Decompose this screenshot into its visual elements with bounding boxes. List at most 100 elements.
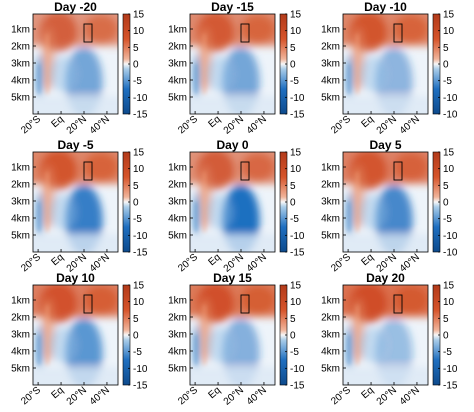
ytick-label: 3km [11, 197, 30, 208]
xtick-label: 40°N [398, 114, 422, 137]
colorbar-tick-label: 10 [133, 164, 145, 175]
ytick-label: 3km [11, 330, 30, 341]
xtick-label: 20°S [176, 114, 200, 137]
xtick-label: Eq [50, 114, 66, 130]
colorbar-tick-label: 5 [290, 314, 296, 325]
xtick-label: Eq [50, 385, 66, 401]
region-box-2 [240, 23, 250, 43]
ytick-label: 2km [168, 180, 187, 191]
colorbar-tick-label: 15 [443, 281, 455, 292]
colorbar-tick-label: -5 [443, 214, 452, 225]
xtick-label: 20°S [176, 385, 200, 408]
colorbar-tick-label: 0 [133, 60, 139, 71]
colorbar-tick-label: 15 [443, 10, 455, 21]
colorbar-tick-label: -10 [443, 248, 458, 259]
ytick-label: 4km [168, 76, 187, 87]
colorbar-tick-label: 0 [290, 331, 296, 342]
colorbar-tick-label: 5 [443, 181, 449, 192]
xtick-label: 20°S [329, 114, 353, 137]
colorbar-tick-label: 5 [290, 43, 296, 54]
ytick-label: 4km [321, 214, 340, 225]
axes-frame-6 [342, 151, 429, 253]
region-box-4 [83, 161, 93, 181]
ytick-label: 1km [321, 163, 340, 174]
colorbar-tick-label: -10 [443, 364, 458, 375]
colorbar-tick-label: -10 [133, 364, 148, 375]
ytick-label: 5km [168, 364, 187, 375]
ytick-label: 4km [11, 214, 30, 225]
field-7 [33, 285, 118, 385]
colorbar-tick-label: 15 [133, 10, 145, 21]
ytick-label: 4km [168, 214, 187, 225]
axes-frame-5 [189, 151, 276, 253]
xtick-label: Eq [360, 252, 376, 268]
region-box-6 [393, 161, 403, 181]
colorbar-tick-label: 0 [133, 331, 139, 342]
colorbar-tick-label: 0 [443, 331, 449, 342]
ytick-label: 2km [321, 180, 340, 191]
region-box-3 [393, 23, 403, 43]
xtick-label: Eq [207, 114, 223, 130]
ytick-label: 4km [168, 347, 187, 358]
ytick-label: 2km [321, 42, 340, 53]
xtick-label: 20°N [222, 385, 246, 408]
field-6 [343, 152, 428, 252]
colorbar-tick-label: -15 [290, 248, 305, 259]
field-8 [190, 285, 275, 385]
colorbar-tick-label: 10 [443, 164, 455, 175]
colorbar-tick-label: 10 [133, 297, 145, 308]
colorbar-tick-label: 5 [133, 181, 139, 192]
ytick-label: 5km [11, 364, 30, 375]
ytick-label: 5km [168, 93, 187, 104]
ytick-label: 4km [321, 76, 340, 87]
ytick-label: 1km [321, 296, 340, 307]
xtick-label: Eq [50, 252, 66, 268]
colorbar-tick-label: 0 [443, 60, 449, 71]
ytick-label: 5km [11, 93, 30, 104]
colorbar-tick-label: 10 [443, 26, 455, 37]
colorbar-tick-label: -10 [443, 231, 458, 242]
xtick-label: 20°S [19, 385, 43, 408]
ytick-label: 1km [168, 163, 187, 174]
panel-title: Day -15 [211, 0, 254, 14]
xtick-label: 40°N [245, 385, 269, 408]
colorbar-tick-label: 0 [290, 198, 296, 209]
ytick-label: 2km [321, 313, 340, 324]
colorbar-tick-label: -10 [290, 93, 305, 104]
colorbar-tick-label: 5 [133, 43, 139, 54]
colorbar-tick-label: 0 [133, 198, 139, 209]
xtick-label: 40°N [88, 385, 112, 408]
axes-frame-8 [189, 284, 276, 386]
xtick-label: 40°N [245, 114, 269, 137]
ytick-label: 2km [168, 313, 187, 324]
xtick-label: 20°S [19, 252, 43, 275]
colorbar-tick-label: -15 [133, 248, 148, 259]
field-4 [33, 152, 118, 252]
colorbar-tick-label: -10 [133, 93, 148, 104]
panel-title: Day -10 [364, 0, 407, 14]
colorbar-tick-label: -15 [133, 110, 148, 121]
axes-frame-9 [342, 284, 429, 386]
ytick-label: 5km [11, 231, 30, 242]
colorbar-tick-label: 5 [443, 43, 449, 54]
colorbar-tick-label: 15 [133, 148, 145, 159]
colorbar-tick-label: -10 [290, 231, 305, 242]
ytick-label: 1km [11, 25, 30, 36]
xtick-label: 40°N [88, 114, 112, 137]
colorbar-tick-label: -10 [290, 364, 305, 375]
ytick-label: 5km [321, 364, 340, 375]
field-3 [343, 14, 428, 114]
panel-title: Day 20 [366, 271, 405, 285]
xtick-label: Eq [360, 114, 376, 130]
field-9 [343, 285, 428, 385]
ytick-label: 3km [168, 59, 187, 70]
xtick-label: Eq [207, 252, 223, 268]
axes-frame-2 [189, 13, 276, 115]
ytick-label: 2km [11, 313, 30, 324]
